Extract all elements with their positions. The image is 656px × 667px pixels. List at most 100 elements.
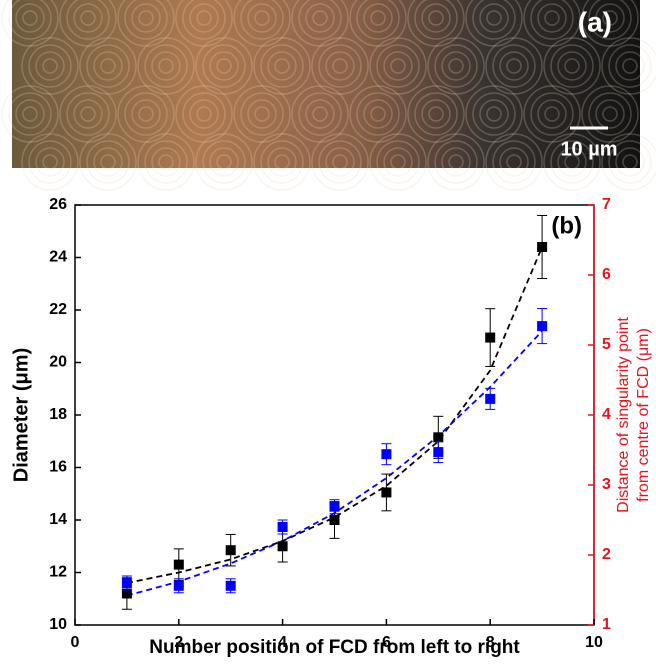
micrograph-ring — [151, 51, 181, 81]
y2-tick-label: 4 — [602, 406, 611, 423]
micrograph-ring — [441, 147, 471, 177]
x-tick-label: 10 — [585, 634, 603, 651]
micrograph-ring — [100, 154, 116, 170]
micrograph-ring — [537, 99, 567, 129]
micrograph-ring — [390, 58, 406, 74]
micrograph-ring — [240, 92, 284, 136]
micrograph-ring — [267, 51, 297, 81]
micrograph-ring — [1, 0, 59, 47]
micrograph-ring — [21, 133, 79, 191]
micrograph-ring — [499, 51, 529, 81]
y2-axis-label: from centre of FCD (μm) — [635, 328, 652, 502]
micrograph-ring — [138, 106, 154, 122]
micrograph-ring — [407, 0, 465, 47]
micrograph-ring — [363, 3, 393, 33]
micrograph-ring — [66, 0, 110, 40]
micrograph-ring — [369, 37, 427, 95]
micrograph-ring — [492, 140, 536, 184]
micrograph-ring — [615, 51, 645, 81]
micrograph-ring — [588, 0, 632, 40]
micrograph-ring — [209, 51, 239, 81]
micrograph-ring — [22, 10, 38, 26]
micrograph-ring — [332, 58, 348, 74]
micrograph-ring — [564, 154, 580, 170]
micrograph-ring — [544, 106, 560, 122]
y2-tick-label: 1 — [602, 616, 611, 633]
micrograph-ring — [8, 92, 52, 136]
micrograph-ring — [550, 140, 594, 184]
micrograph-ring — [117, 0, 175, 47]
micrograph-ring — [158, 58, 174, 74]
micrograph-ring — [131, 3, 161, 33]
micrograph-ring — [349, 0, 407, 47]
micrograph-ring — [298, 0, 342, 40]
micrograph-ring — [537, 3, 567, 33]
micrograph-ring — [175, 0, 233, 47]
micrograph-ring — [260, 140, 304, 184]
micrograph-ring — [196, 106, 212, 122]
micrograph-background — [12, 0, 640, 168]
micrograph-ring — [465, 85, 523, 143]
micrograph-ring — [557, 51, 587, 81]
micrograph-ring — [1, 85, 59, 143]
micrograph-ring — [421, 99, 451, 129]
micrograph-ring — [390, 154, 406, 170]
micrograph-ring — [407, 85, 465, 143]
y-tick-label: 22 — [49, 301, 67, 318]
micrograph-ring — [124, 92, 168, 136]
x-tick-label: 4 — [278, 634, 287, 651]
micrograph-ring — [622, 58, 638, 74]
y2-tick-label: 5 — [602, 336, 611, 353]
micrograph-ring — [472, 92, 516, 136]
data-point — [381, 449, 392, 460]
micrograph-ring — [42, 154, 58, 170]
micrograph-ring — [608, 44, 652, 88]
micrograph-ring — [93, 147, 123, 177]
data-point — [329, 515, 340, 525]
micrograph-ring — [383, 51, 413, 81]
micrograph-ring — [247, 99, 277, 129]
micrograph-ring — [267, 147, 297, 177]
micrograph-ring — [274, 58, 290, 74]
data-point — [381, 487, 392, 498]
micrograph-ring — [434, 44, 478, 88]
micrograph-ring — [100, 58, 116, 74]
micrograph-ring — [291, 85, 349, 143]
micrograph-ring — [59, 85, 117, 143]
micrograph-ring — [441, 51, 471, 81]
micrograph-ring — [349, 85, 407, 143]
micrograph-ring — [427, 37, 485, 95]
micrograph-ring — [247, 3, 277, 33]
y-tick-label: 24 — [49, 249, 67, 266]
micrograph-ring — [608, 140, 652, 184]
micrograph-ring — [485, 133, 543, 191]
micrograph-ring — [15, 99, 45, 129]
data-point — [173, 580, 184, 591]
micrograph-ring — [485, 37, 543, 95]
micrograph-ring — [240, 0, 284, 40]
micrograph-ring — [506, 154, 522, 170]
micrograph-ring — [35, 147, 65, 177]
micrograph-ring — [312, 10, 328, 26]
micrograph-ring — [15, 3, 45, 33]
micrograph-ring — [615, 147, 645, 177]
data-point — [121, 578, 132, 588]
micrograph-ring — [363, 99, 393, 129]
fit-line — [126, 330, 543, 597]
micrograph-ring — [274, 154, 290, 170]
micrograph-ring — [318, 44, 362, 88]
micrograph-ring — [369, 133, 427, 191]
y-tick-label: 18 — [49, 406, 67, 423]
micrograph-ring — [209, 147, 239, 177]
micrograph-ring — [253, 37, 311, 95]
micrograph-ring — [195, 37, 253, 95]
micrograph-ring — [195, 133, 253, 191]
data-point — [225, 545, 236, 556]
micrograph-ring — [59, 0, 117, 47]
micrograph-ring — [137, 133, 195, 191]
y-tick-label: 14 — [49, 511, 67, 528]
micrograph — [1, 0, 656, 191]
y2-tick-label: 3 — [602, 476, 611, 493]
micrograph-ring — [421, 3, 451, 33]
data-point — [537, 242, 548, 252]
